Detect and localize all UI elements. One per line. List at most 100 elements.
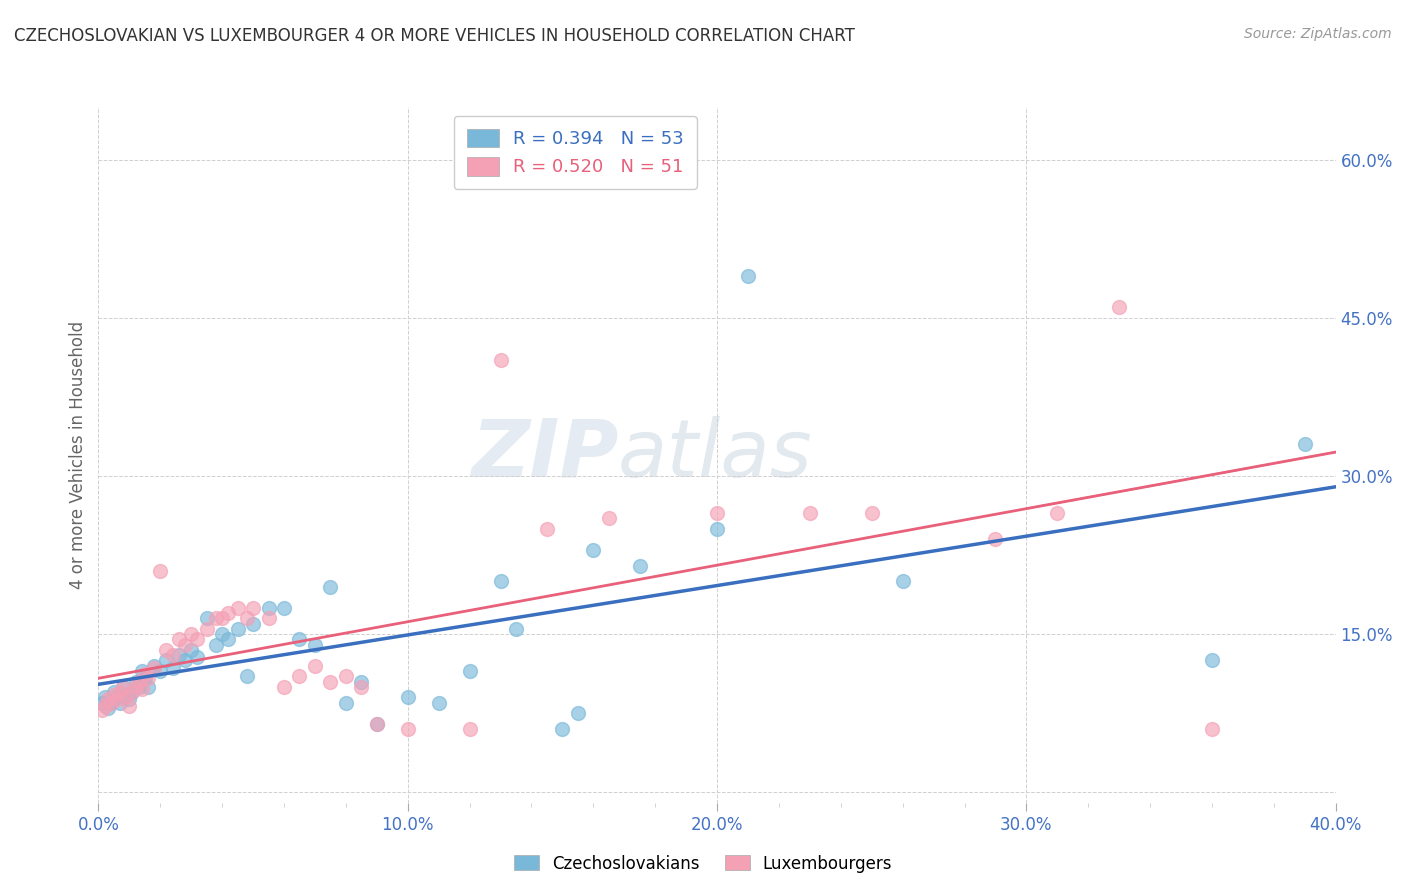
Point	[1201, 722, 1223, 736]
Point	[167, 632, 190, 647]
Point	[195, 611, 218, 625]
Text: Source: ZipAtlas.com: Source: ZipAtlas.com	[1244, 27, 1392, 41]
Point	[162, 661, 184, 675]
Point	[236, 669, 259, 683]
Point	[103, 685, 125, 699]
Point	[242, 600, 264, 615]
Point	[93, 698, 115, 713]
Point	[628, 558, 651, 573]
Point	[891, 574, 914, 589]
Point	[115, 688, 138, 702]
Legend: Czechoslovakians, Luxembourgers: Czechoslovakians, Luxembourgers	[508, 848, 898, 880]
Point	[131, 664, 153, 678]
Point	[489, 353, 512, 368]
Point	[458, 722, 481, 736]
Point	[103, 688, 125, 702]
Point	[551, 722, 574, 736]
Point	[288, 632, 311, 647]
Point	[319, 674, 342, 689]
Point	[582, 542, 605, 557]
Point	[195, 622, 218, 636]
Text: atlas: atlas	[619, 416, 813, 494]
Point	[131, 681, 153, 696]
Point	[335, 696, 357, 710]
Point	[115, 690, 138, 705]
Point	[211, 627, 233, 641]
Point	[97, 701, 120, 715]
Point	[97, 692, 120, 706]
Point	[1294, 437, 1316, 451]
Point	[236, 611, 259, 625]
Point	[112, 680, 135, 694]
Point	[174, 653, 197, 667]
Point	[396, 722, 419, 736]
Point	[860, 506, 883, 520]
Point	[1046, 506, 1069, 520]
Point	[706, 522, 728, 536]
Point	[100, 696, 122, 710]
Point	[121, 685, 143, 699]
Point	[598, 511, 620, 525]
Text: ZIP: ZIP	[471, 416, 619, 494]
Point	[149, 564, 172, 578]
Point	[90, 696, 112, 710]
Point	[984, 533, 1007, 547]
Point	[155, 643, 177, 657]
Point	[273, 680, 295, 694]
Point	[100, 696, 122, 710]
Point	[186, 632, 208, 647]
Point	[112, 680, 135, 694]
Point	[180, 643, 202, 657]
Text: CZECHOSLOVAKIAN VS LUXEMBOURGER 4 OR MORE VEHICLES IN HOUSEHOLD CORRELATION CHAR: CZECHOSLOVAKIAN VS LUXEMBOURGER 4 OR MOR…	[14, 27, 855, 45]
Point	[1201, 653, 1223, 667]
Point	[108, 685, 131, 699]
Point	[217, 632, 239, 647]
Point	[162, 648, 184, 663]
Point	[124, 674, 146, 689]
Point	[118, 698, 141, 713]
Point	[1108, 301, 1130, 315]
Point	[257, 600, 280, 615]
Point	[799, 506, 821, 520]
Point	[128, 680, 150, 694]
Point	[567, 706, 589, 721]
Point	[335, 669, 357, 683]
Point	[124, 680, 146, 694]
Point	[136, 680, 159, 694]
Legend: R = 0.394   N = 53, R = 0.520   N = 51: R = 0.394 N = 53, R = 0.520 N = 51	[454, 116, 697, 189]
Point	[536, 522, 558, 536]
Point	[273, 600, 295, 615]
Point	[108, 696, 131, 710]
Point	[93, 690, 115, 705]
Point	[90, 703, 112, 717]
Point	[366, 716, 388, 731]
Point	[304, 658, 326, 673]
Point	[186, 650, 208, 665]
Point	[167, 648, 190, 663]
Point	[143, 658, 166, 673]
Point	[319, 580, 342, 594]
Point	[128, 674, 150, 689]
Point	[211, 611, 233, 625]
Point	[366, 716, 388, 731]
Point	[458, 664, 481, 678]
Point	[180, 627, 202, 641]
Point	[304, 638, 326, 652]
Point	[143, 661, 166, 675]
Point	[174, 638, 197, 652]
Point	[288, 669, 311, 683]
Point	[155, 653, 177, 667]
Y-axis label: 4 or more Vehicles in Household: 4 or more Vehicles in Household	[69, 321, 87, 589]
Point	[105, 690, 128, 705]
Point	[205, 638, 228, 652]
Point	[121, 685, 143, 699]
Point	[489, 574, 512, 589]
Point	[257, 611, 280, 625]
Point	[706, 506, 728, 520]
Point	[134, 672, 156, 686]
Point	[242, 616, 264, 631]
Point	[350, 680, 373, 694]
Point	[205, 611, 228, 625]
Point	[396, 690, 419, 705]
Point	[134, 667, 156, 681]
